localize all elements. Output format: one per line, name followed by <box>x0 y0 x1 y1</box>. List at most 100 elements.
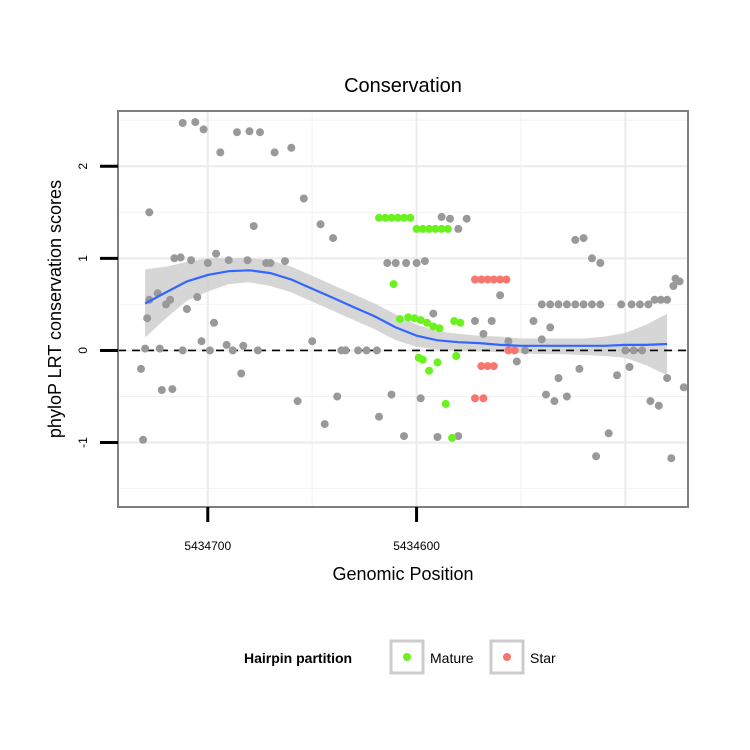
point-other <box>233 128 241 137</box>
y-tick-label: 0 <box>76 347 90 354</box>
point-other <box>638 346 647 355</box>
point-mature <box>381 213 390 222</box>
point-mature <box>429 322 438 331</box>
point-other <box>137 364 145 373</box>
point-other <box>387 390 396 399</box>
point-mature <box>435 324 444 333</box>
point-other <box>644 300 653 309</box>
point-mature <box>423 318 431 327</box>
point-other <box>329 234 338 243</box>
point-star <box>477 275 486 284</box>
legend-label-mature: Mature <box>430 650 474 666</box>
point-other <box>521 346 530 355</box>
point-other <box>320 420 329 429</box>
point-other <box>496 291 505 300</box>
point-other <box>667 454 676 463</box>
point-other <box>176 253 185 262</box>
point-other <box>199 125 208 134</box>
point-other <box>433 433 442 441</box>
point-other <box>216 148 225 157</box>
point-other <box>162 300 170 309</box>
point-other <box>178 346 187 355</box>
point-other <box>663 374 672 383</box>
point-other <box>588 254 596 263</box>
point-mature <box>433 358 442 367</box>
point-other <box>675 277 684 286</box>
point-other <box>253 346 262 355</box>
points-layer <box>137 118 688 463</box>
point-mature <box>437 224 446 233</box>
point-other <box>462 214 471 223</box>
point-other <box>479 329 488 338</box>
point-other <box>400 432 408 441</box>
point-other <box>281 257 289 266</box>
point-other <box>308 337 317 346</box>
point-other <box>446 214 454 223</box>
point-star <box>477 362 486 371</box>
point-other <box>249 222 258 231</box>
point-mature <box>395 315 404 324</box>
point-other <box>596 300 605 309</box>
point-other <box>542 390 550 399</box>
legend-label-star: Star <box>530 650 556 666</box>
point-other <box>228 346 237 355</box>
point-mature <box>410 314 419 323</box>
point-star <box>471 275 479 284</box>
point-star <box>489 275 498 284</box>
point-other <box>293 397 302 406</box>
point-other <box>239 341 248 350</box>
panel-background <box>118 111 688 507</box>
point-other <box>575 364 584 373</box>
point-other <box>437 212 446 221</box>
legend-dot-star <box>503 653 511 661</box>
point-other <box>203 259 212 267</box>
point-star <box>496 275 505 284</box>
y-tick-label: -1 <box>76 437 90 448</box>
point-other <box>155 344 164 353</box>
point-other <box>636 300 644 309</box>
point-other <box>222 340 231 349</box>
point-other <box>182 305 191 313</box>
point-other <box>596 259 605 267</box>
point-other <box>139 435 148 444</box>
point-other <box>679 383 688 392</box>
point-other <box>141 344 150 353</box>
point-other <box>391 259 400 267</box>
point-mature <box>448 433 457 442</box>
point-other <box>562 300 571 309</box>
point-star <box>502 275 511 284</box>
point-other <box>170 254 179 263</box>
chart-title: Conservation <box>344 75 462 97</box>
point-other <box>550 397 559 406</box>
point-mature <box>452 352 461 360</box>
legend-title: Hairpin partition <box>244 650 352 666</box>
point-mature <box>416 316 425 325</box>
point-other <box>168 385 177 394</box>
point-other <box>571 235 580 244</box>
point-other <box>245 127 254 136</box>
point-star <box>479 394 488 403</box>
point-other <box>554 300 563 309</box>
point-mature <box>456 318 465 327</box>
point-other <box>487 317 496 325</box>
point-other <box>224 256 233 265</box>
point-other <box>287 143 296 152</box>
point-other <box>191 118 200 127</box>
point-other <box>512 357 521 366</box>
y-axis-title: phyloP LRT conservation scores <box>45 180 65 438</box>
point-star <box>483 275 492 284</box>
point-other <box>383 259 392 267</box>
point-other <box>621 346 630 355</box>
point-other <box>546 300 555 309</box>
point-star <box>483 362 492 371</box>
point-mature <box>400 213 408 222</box>
x-tick-label: 5434700 <box>184 539 231 553</box>
legend: Hairpin partition Mature Star <box>244 639 556 675</box>
point-mature <box>404 313 413 322</box>
point-other <box>299 194 308 203</box>
point-mature <box>418 355 427 364</box>
point-other <box>562 392 571 401</box>
point-other <box>604 429 613 438</box>
point-other <box>537 300 546 309</box>
smooth-line-layer <box>144 269 668 347</box>
